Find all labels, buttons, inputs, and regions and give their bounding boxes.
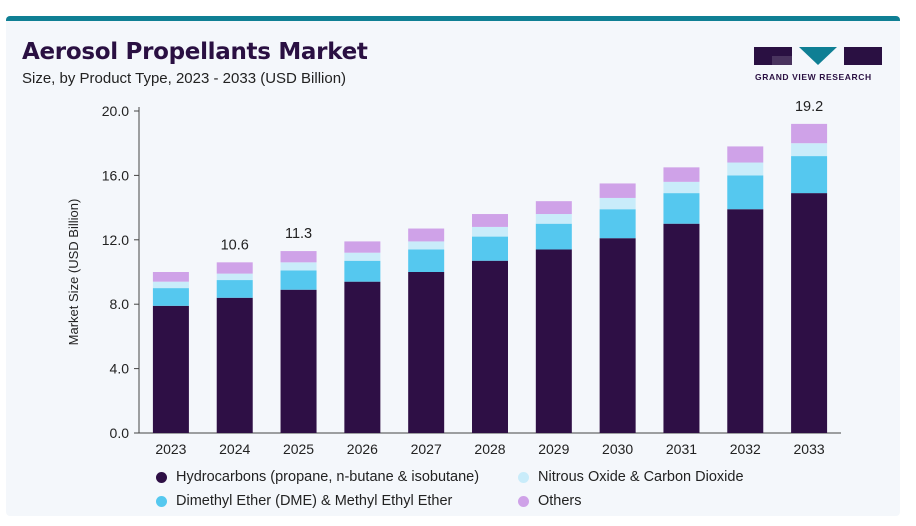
bar-segment [152, 288, 189, 306]
bar-segment [535, 201, 572, 215]
bar-segment [408, 249, 445, 272]
bar-segment [535, 214, 572, 224]
y-tick-label: 8.0 [110, 296, 130, 312]
bar-segment [344, 252, 381, 261]
x-tick-label: 2027 [411, 441, 442, 457]
bar-segment [280, 270, 317, 290]
x-tick-label: 2025 [283, 441, 314, 457]
bar-segment [472, 236, 508, 261]
x-tick-label: 2024 [219, 441, 250, 457]
bar-segment [472, 226, 508, 237]
bar-segment [152, 272, 189, 282]
bar-segment [535, 223, 572, 250]
legend-label: Nitrous Oxide & Carbon Dioxide [538, 469, 744, 485]
logo-text: GRAND VIEW RESEARCH [755, 72, 872, 82]
x-tick-label: 2032 [730, 441, 761, 457]
y-tick-label: 4.0 [110, 361, 130, 377]
chart-subtitle: Size, by Product Type, 2023 - 2033 (USD … [22, 70, 347, 87]
y-tick-label: 0.0 [110, 425, 130, 441]
bar-segment [599, 209, 636, 239]
x-tick-label: 2026 [347, 441, 378, 457]
x-tick-label: 2033 [794, 441, 825, 457]
x-tick-label: 2030 [602, 441, 633, 457]
chart-title: Aerosol Propellants Market [22, 39, 368, 65]
y-tick-label: 16.0 [102, 167, 129, 183]
bar-segment [791, 193, 828, 433]
bar-segment [791, 156, 828, 194]
legend-label: Dimethyl Ether (DME) & Methyl Ethyl Ethe… [176, 493, 453, 509]
legend-label: Others [538, 493, 582, 509]
bar-segment [152, 305, 189, 433]
x-tick-label: 2031 [666, 441, 697, 457]
bar-segment [599, 197, 636, 210]
bar-segment [727, 209, 764, 433]
bar-segment [791, 123, 828, 144]
legend-swatch [518, 471, 529, 483]
bar-segment [663, 167, 700, 182]
x-tick-label: 2029 [538, 441, 569, 457]
bar-segment [663, 223, 700, 433]
bar-segment [408, 228, 445, 242]
bar-total-label: 10.6 [221, 237, 249, 253]
bar-segment [216, 280, 253, 298]
x-tick-label: 2028 [474, 441, 505, 457]
bar-segment [599, 238, 636, 433]
legend-item: Dimethyl Ether (DME) & Methyl Ethyl Ethe… [156, 493, 452, 509]
legend-label: Hydrocarbons (propane, n-butane & isobut… [176, 469, 480, 485]
legend-item: Hydrocarbons (propane, n-butane & isobut… [156, 469, 479, 485]
bar-segment [216, 297, 253, 433]
bar-segment [472, 214, 508, 227]
bar-segment [727, 162, 764, 176]
legend-item: Others [518, 493, 582, 509]
bar-segment [663, 181, 700, 194]
bar-segment [727, 175, 764, 210]
logo-triangle [799, 47, 837, 65]
bar-segment [408, 272, 445, 433]
legend-swatch [156, 495, 167, 507]
bar-segment [344, 281, 381, 433]
x-tick-label: 2023 [155, 441, 186, 457]
bar-segment [280, 251, 317, 263]
bar-segment [408, 241, 445, 250]
logo-block-left [754, 47, 792, 65]
legend-item: Nitrous Oxide & Carbon Dioxide [518, 469, 744, 485]
bar-segment [152, 281, 189, 289]
logo-block-right [844, 47, 882, 65]
bar-segment [599, 183, 636, 198]
grand-view-research-logo [754, 47, 882, 65]
bar-segment [472, 260, 508, 433]
chart-legend: Hydrocarbons (propane, n-butane & isobut… [156, 469, 896, 517]
bar-segment [216, 262, 253, 274]
bar-segment [280, 262, 317, 271]
bar-total-label: 11.3 [285, 226, 312, 242]
bar-total-label: 19.2 [795, 99, 823, 115]
legend-swatch [156, 471, 167, 483]
bar-segment [791, 143, 828, 157]
y-tick-label: 20.0 [102, 103, 129, 119]
legend-swatch [518, 495, 529, 507]
bar-segment [344, 241, 381, 253]
y-tick-label: 12.0 [102, 232, 129, 248]
bar-segment [663, 193, 700, 224]
bar-segment [727, 146, 764, 163]
bar-segment [280, 289, 317, 433]
bar-segment [535, 249, 572, 433]
bar-segment [216, 273, 253, 281]
logo-notch-left [772, 56, 792, 65]
y-axis-title: Market Size (USD Billion) [66, 199, 81, 346]
bar-segment [344, 260, 381, 282]
